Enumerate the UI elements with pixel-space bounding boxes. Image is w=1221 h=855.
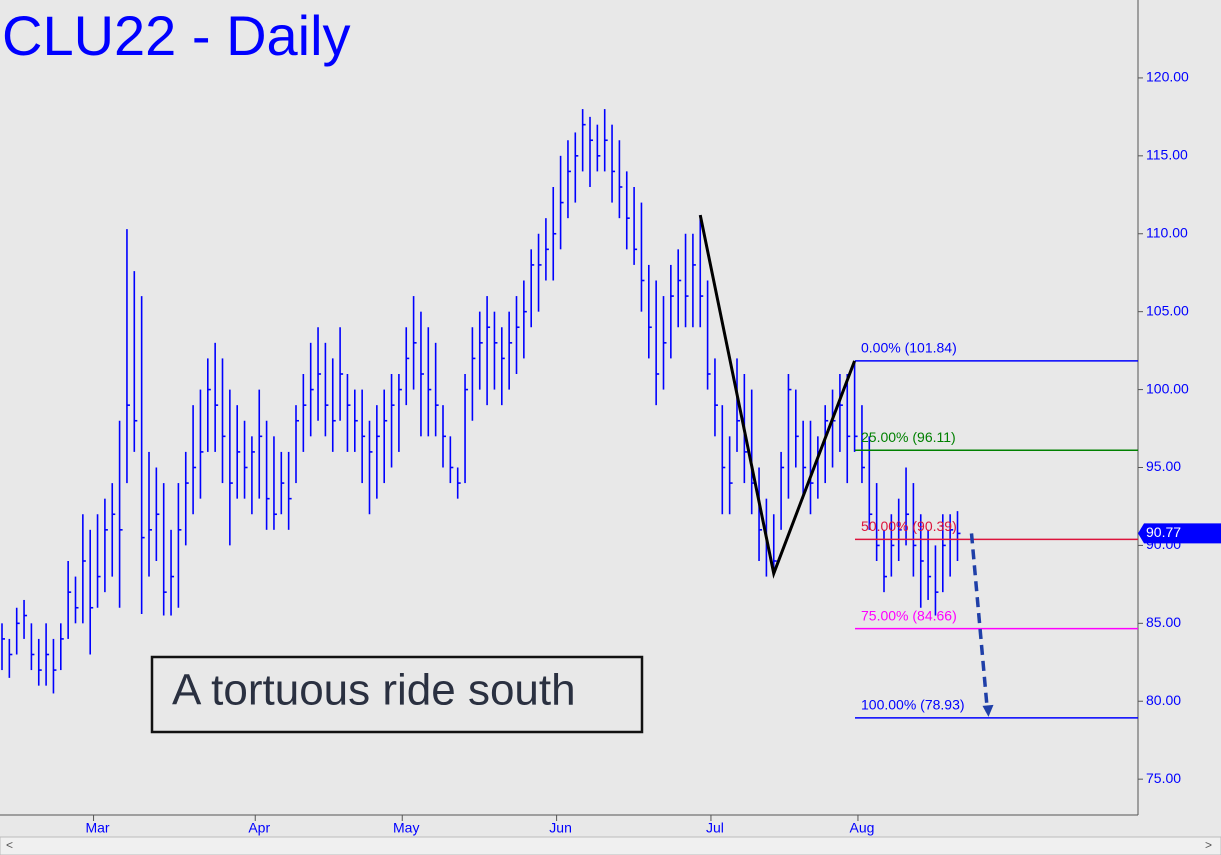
- annotation-box: [150, 655, 644, 734]
- x-tick-label: Apr: [248, 820, 270, 836]
- x-tick-label: Aug: [849, 820, 874, 836]
- scrollbar[interactable]: [0, 836, 1221, 855]
- y-tick-label: 115.00: [1146, 147, 1188, 163]
- chart-title: CLU22 - Daily: [2, 4, 351, 67]
- y-tick-label: 80.00: [1146, 692, 1181, 708]
- y-tick-label: 95.00: [1146, 458, 1181, 474]
- scroll-right[interactable]: >: [1205, 838, 1212, 852]
- projection-arrow: [969, 533, 990, 713]
- x-tick-label: Jun: [549, 820, 572, 836]
- y-tick-label: 75.00: [1146, 770, 1181, 786]
- y-tick-label: 105.00: [1146, 302, 1189, 318]
- y-tick-label: 85.00: [1146, 614, 1181, 630]
- x-tick-label: May: [393, 820, 419, 836]
- price-tag-label: 90.77: [1146, 524, 1181, 540]
- projection-arrowhead: [982, 704, 994, 717]
- x-tick-label: Mar: [85, 820, 109, 836]
- price-tag: [1138, 523, 1221, 544]
- annotation: A tortuous ride south: [172, 666, 576, 715]
- level-label: 25.00% (96.11): [861, 429, 956, 445]
- y-tick-label: 120.00: [1146, 69, 1189, 85]
- level-label: 100.00% (78.93): [861, 697, 965, 713]
- level-label: 75.00% (84.66): [861, 607, 957, 623]
- x-tick-label: Jul: [706, 820, 724, 836]
- scroll-left[interactable]: <: [6, 838, 13, 852]
- level-label: 50.00% (90.39): [861, 518, 957, 534]
- pattern-line: [698, 214, 857, 579]
- y-tick-label: 110.00: [1146, 224, 1188, 240]
- y-tick-label: 100.00: [1146, 380, 1189, 396]
- level-label: 0.00% (101.84): [861, 340, 957, 356]
